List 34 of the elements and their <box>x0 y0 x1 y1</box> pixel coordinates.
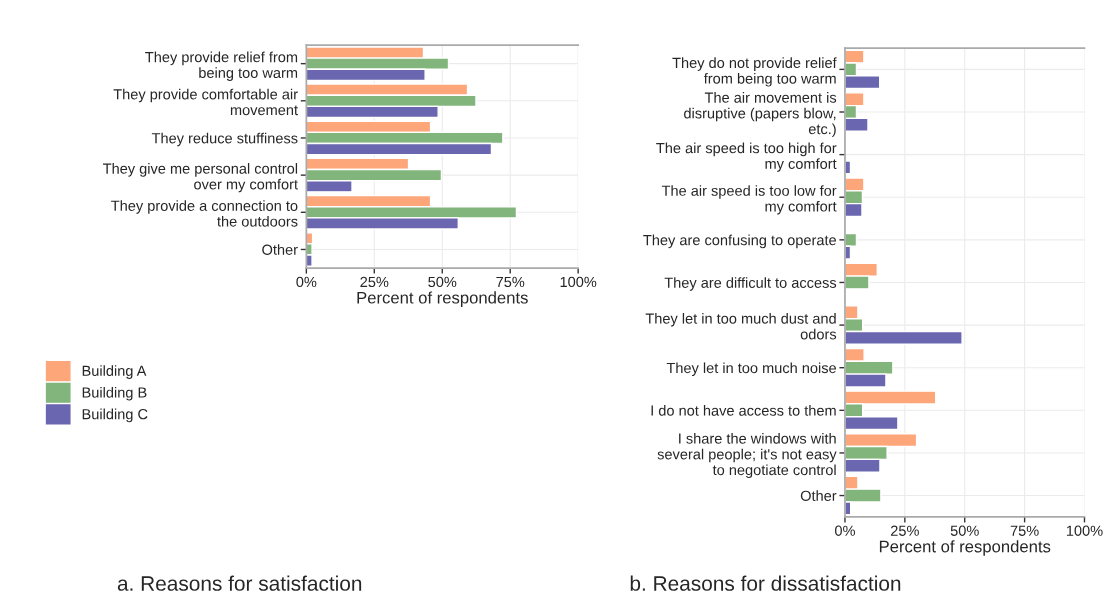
y-tick-label: They let in too much dust and odors <box>645 313 837 340</box>
legend-label: Building B <box>82 386 147 401</box>
x-tick-label: 100% <box>1066 525 1103 536</box>
y-tick-label: They are difficult to access <box>664 277 837 291</box>
x-tick-label: 0% <box>296 276 317 288</box>
y-tick-label: They provide relief from being too warm <box>145 51 298 81</box>
y-tick-label: They do not provide relief from being too warm <box>672 57 837 87</box>
y-tick-label: They provide comfortable air movement <box>113 88 298 116</box>
x-tick-label: 0% <box>835 525 855 536</box>
x-tick-label: 50% <box>950 525 979 536</box>
y-tick-label: They reduce stuffiness <box>151 132 298 147</box>
y-tick-label: The air movement is disruptive (papers blow, etc.) <box>684 92 837 138</box>
x-tick-label: 75% <box>1010 525 1039 536</box>
x-tick-label: 25% <box>890 525 919 536</box>
y-tick-label: They are confusing to operate <box>643 234 836 249</box>
x-tick-label: 100% <box>560 276 597 288</box>
x-tick-label: 75% <box>496 276 525 288</box>
legend-label: Building A <box>82 365 147 379</box>
y-tick-label: The air speed is too high for my comfort <box>656 142 837 172</box>
legend-label: Building C <box>82 408 148 423</box>
y-tick-label: The air speed is too low for my comfort <box>661 185 837 215</box>
y-tick-label: Other <box>262 244 298 255</box>
y-tick-label: I do not have access to them <box>651 405 836 416</box>
text: b. Reasons for dissatisfaction <box>630 575 901 591</box>
x-axis-title: Percent of respondents <box>357 291 528 307</box>
y-tick-label: Other <box>800 490 837 501</box>
y-tick-label: They give me personal control over my comfort <box>103 163 298 193</box>
text: a. Reasons for satisfaction <box>117 575 362 591</box>
y-tick-label: I share the windows with several people; it's not easy to negotiate control <box>657 433 837 479</box>
x-tick-label: 50% <box>428 276 457 288</box>
y-tick-label: They let in too much noise <box>666 362 836 377</box>
x-tick-label: 25% <box>360 276 389 288</box>
x-axis-title: Percent of respondents <box>879 540 1051 556</box>
y-tick-label: They provide a connection to the outdoors <box>111 200 298 227</box>
